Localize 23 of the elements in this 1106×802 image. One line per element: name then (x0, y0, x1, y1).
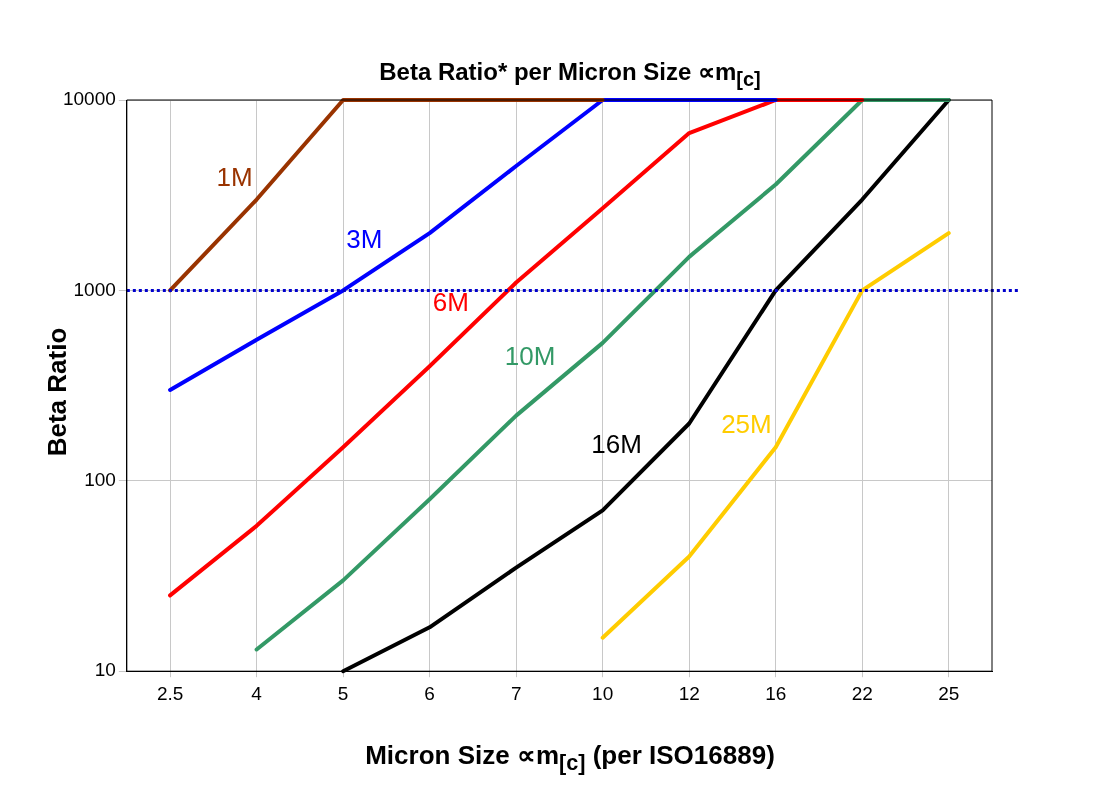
series-label: 25M (721, 409, 772, 440)
x-tick-label: 16 (765, 682, 787, 704)
chart-title: Beta Ratio* per Micron Size ∝m$_{[c]}$ (378, 58, 762, 91)
y-tick-label: 1000 (73, 278, 116, 300)
series-label: 10M (504, 341, 556, 372)
y-tick-label: 10 (94, 659, 116, 681)
x-tick-label: 25 (938, 682, 960, 704)
x-tick-label: 7 (510, 682, 522, 704)
x-tick-label: 2.5 (156, 682, 184, 704)
x-tick-label: 5 (337, 682, 349, 704)
x-tick-label: 12 (678, 682, 700, 704)
y-tick-label: 100 (84, 469, 116, 491)
x-tick-label: 4 (251, 682, 263, 704)
series-label: 3M (346, 223, 383, 254)
x-tick-label: 6 (424, 682, 435, 704)
x-tick-label: 10 (592, 682, 614, 704)
series-label: 6M (432, 286, 469, 317)
x-tick-label: 22 (851, 682, 873, 704)
series-label: 1M (216, 161, 253, 192)
y-axis-title: Beta Ratio (41, 327, 73, 457)
series-label: 16M (591, 429, 642, 460)
x-axis-title: Micron Size ∝m$_{[c]}$ (per ISO16889) (364, 740, 776, 777)
y-tick-label: 10000 (62, 88, 116, 110)
